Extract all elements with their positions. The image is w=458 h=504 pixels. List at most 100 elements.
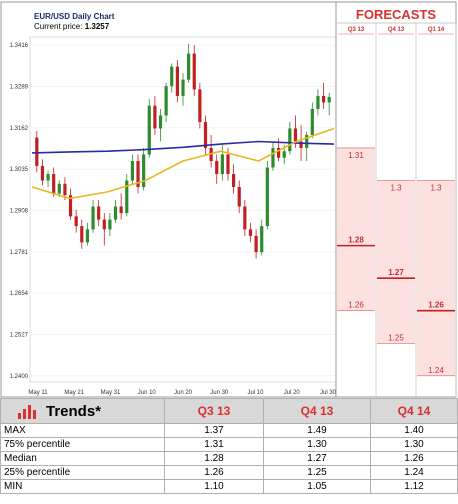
cell-value: 1.30 <box>370 437 458 452</box>
candle-body <box>321 95 326 103</box>
cell-value: 1.40 <box>370 423 458 438</box>
candle-body <box>164 86 168 116</box>
trends-title: Trends* <box>46 402 102 420</box>
forecast-p75-label: 1.3 <box>430 184 442 193</box>
current-price-value: 1.3257 <box>85 22 110 31</box>
candle-body <box>276 147 281 158</box>
current-price-label: Current price: <box>34 22 82 31</box>
cell-value: 1.12 <box>370 479 458 494</box>
candle-body <box>147 105 151 155</box>
forecast-column-label: Q1 14 <box>428 27 445 33</box>
candle-body <box>181 79 185 96</box>
candle-body <box>226 154 230 175</box>
y-tick-label: 1.2527 <box>10 332 29 338</box>
x-tick-label: Jun 20 <box>174 390 193 396</box>
x-tick-label: May 11 <box>28 390 48 396</box>
y-tick-label: 1.3416 <box>10 43 29 49</box>
candle-body <box>46 174 50 181</box>
candle-body <box>175 66 179 96</box>
row-label: MIN <box>0 479 165 494</box>
cell-value: 1.37 <box>164 423 264 438</box>
y-tick-label: 1.3035 <box>10 167 29 173</box>
forecast-p25-label: 1.25 <box>388 333 404 342</box>
candle-body <box>299 141 303 148</box>
candle-body <box>142 154 146 188</box>
forecast-column-label: Q3 13 <box>348 27 365 33</box>
candle-body <box>282 151 286 158</box>
candle-body <box>119 206 123 214</box>
candle-body <box>220 154 224 175</box>
forecast-median-label: 1.26 <box>428 301 444 310</box>
candle-body <box>265 167 269 227</box>
candle-body <box>170 66 174 87</box>
moving-average-short <box>31 127 335 200</box>
cell-value: 1.28 <box>164 451 264 466</box>
forecast-range-box <box>337 147 375 311</box>
eurusd-chart: 1.3416 1.3289 1.3162 1.3035 1.2908 1.2781 1.26… <box>0 1 457 398</box>
candle-body <box>310 108 314 135</box>
candle-body <box>192 53 196 90</box>
candle-body <box>215 161 219 175</box>
moving-average-long <box>31 140 335 154</box>
candle-body <box>97 206 101 220</box>
candle-body <box>198 89 202 122</box>
y-tick-label: 1.2781 <box>10 250 29 256</box>
x-tick-label: Jul 10 <box>247 390 264 396</box>
x-tick-label: May 31 <box>101 390 121 396</box>
candle-body <box>248 229 253 236</box>
trends-table: Trends* Q3 13 Q4 13 Q4 14 MAX 1.37 1.49 … <box>0 398 458 494</box>
forecast-p25-label: 1.24 <box>428 366 444 375</box>
candle-body <box>254 235 258 253</box>
forecast-p75-label: 1.3 <box>390 184 402 193</box>
candle-body <box>243 206 247 230</box>
forecast-median-label: 1.27 <box>388 268 404 277</box>
cell-value: 1.27 <box>263 451 371 466</box>
candle-body <box>288 128 292 152</box>
candle-body <box>316 95 320 109</box>
forecast-p75-label: 1.31 <box>348 151 364 160</box>
x-tick-label: Jun 30 <box>210 390 229 396</box>
trends-row-median: Median 1.28 1.27 1.26 <box>0 451 458 466</box>
candle-body <box>327 96 331 103</box>
chart-title: EUR/USD Daily Chart <box>34 12 115 21</box>
candle-body <box>35 137 39 166</box>
candle-body <box>108 219 112 230</box>
row-label: MAX <box>0 423 165 438</box>
trends-header-row: Trends* Q3 13 Q4 13 Q4 14 <box>0 398 458 424</box>
cell-value: 1.30 <box>263 437 371 452</box>
row-label: 75% percentile <box>0 437 165 452</box>
forecast-p25-label: 1.26 <box>348 301 364 310</box>
cell-value: 1.31 <box>164 437 264 452</box>
cell-value: 1.26 <box>164 465 264 480</box>
candle-body <box>305 134 309 148</box>
candle-body <box>158 115 163 129</box>
forecast-range-box <box>377 180 415 344</box>
candle-body <box>113 206 118 220</box>
x-tick-label: May 21 <box>64 390 84 396</box>
trends-header-q4-13: Q4 13 <box>263 398 371 424</box>
candle-body <box>271 147 275 168</box>
bar-chart-icon <box>18 405 36 419</box>
trends-row-p25: 25% percentile 1.26 1.25 1.24 <box>0 465 458 480</box>
y-tick-label: 1.2400 <box>10 374 29 380</box>
candle-body <box>85 229 90 243</box>
trends-row-max: MAX 1.37 1.49 1.40 <box>0 423 458 438</box>
y-tick-label: 1.3289 <box>10 84 29 90</box>
candle-body <box>203 121 208 148</box>
x-tick-label: Jun 10 <box>138 390 157 396</box>
trends-title-cell: Trends* <box>0 398 165 424</box>
candle-body <box>125 180 129 214</box>
candle-body <box>237 187 241 207</box>
forecast-column-label: Q4 13 <box>388 27 405 33</box>
y-tick-label: 1.3162 <box>10 126 29 132</box>
candle-body <box>63 183 67 196</box>
cell-value: 1.26 <box>370 451 458 466</box>
candle-body <box>260 226 264 253</box>
candle-body <box>74 216 78 227</box>
forecast-range-box <box>417 180 455 376</box>
trends-header-q4-14: Q4 14 <box>370 398 458 424</box>
candle-body <box>187 53 191 80</box>
forecast-median-label: 1.28 <box>348 236 364 245</box>
candle-body <box>153 105 157 129</box>
candle-body <box>80 226 84 243</box>
